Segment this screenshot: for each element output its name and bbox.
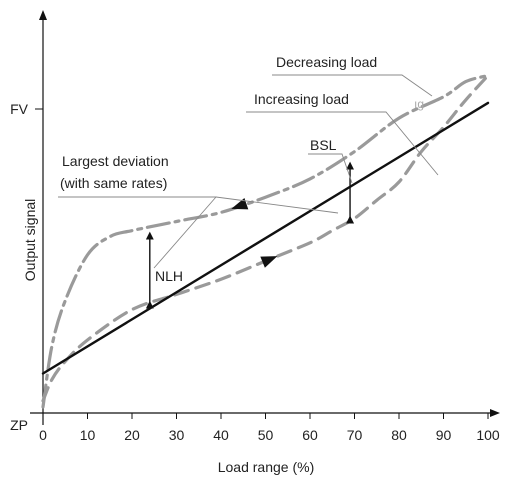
x-tick-label-90: 90	[436, 427, 452, 443]
x-tick-label-20: 20	[124, 427, 140, 443]
leader-largest-deviation-right	[215, 196, 339, 214]
y-tick-label-fv: FV	[10, 101, 29, 117]
label-nlh: NLH	[155, 268, 183, 284]
y-tick-label-zp: ZP	[10, 417, 28, 433]
x-tick-label-60: 60	[302, 427, 318, 443]
label-decreasing-load: Decreasing load	[276, 54, 377, 70]
x-tick-label-50: 50	[258, 427, 274, 443]
x-tick-label-30: 30	[169, 427, 185, 443]
x-tick-label-0: 0	[39, 427, 47, 443]
x-tick-label-40: 40	[213, 427, 229, 443]
series-line-decreasing-load	[41, 74, 490, 409]
x-axis-arrowhead	[490, 409, 500, 417]
y-axis-label: Output signal	[22, 199, 38, 282]
leader-decreasing-load	[272, 74, 433, 97]
series-line-bsl	[41, 101, 490, 375]
x-ticks: 0 10 20 30 40 50 60 70 80 90 100	[39, 413, 500, 443]
x-axis-label: Load range (%)	[218, 459, 315, 475]
leader-increasing-load	[246, 111, 439, 176]
series-line-increasing-load	[41, 74, 490, 403]
x-tick-label-10: 10	[80, 427, 96, 443]
direction-arrow-2	[260, 256, 278, 268]
label-faded-fragment: ıg	[414, 97, 424, 111]
leader-largest-deviation	[58, 196, 217, 269]
label-largest-deviation-line1: Largest deviation	[62, 153, 169, 169]
leader-bsl	[308, 153, 353, 184]
series-layer	[41, 74, 490, 409]
x-tick-label-80: 80	[391, 427, 407, 443]
label-bsl: BSL	[310, 137, 337, 153]
x-tick-label-100: 100	[476, 427, 500, 443]
y-axis-arrowhead	[39, 10, 47, 20]
label-largest-deviation-line2: (with same rates)	[60, 175, 167, 191]
label-increasing-load: Increasing load	[254, 91, 349, 107]
x-tick-label-70: 70	[347, 427, 363, 443]
